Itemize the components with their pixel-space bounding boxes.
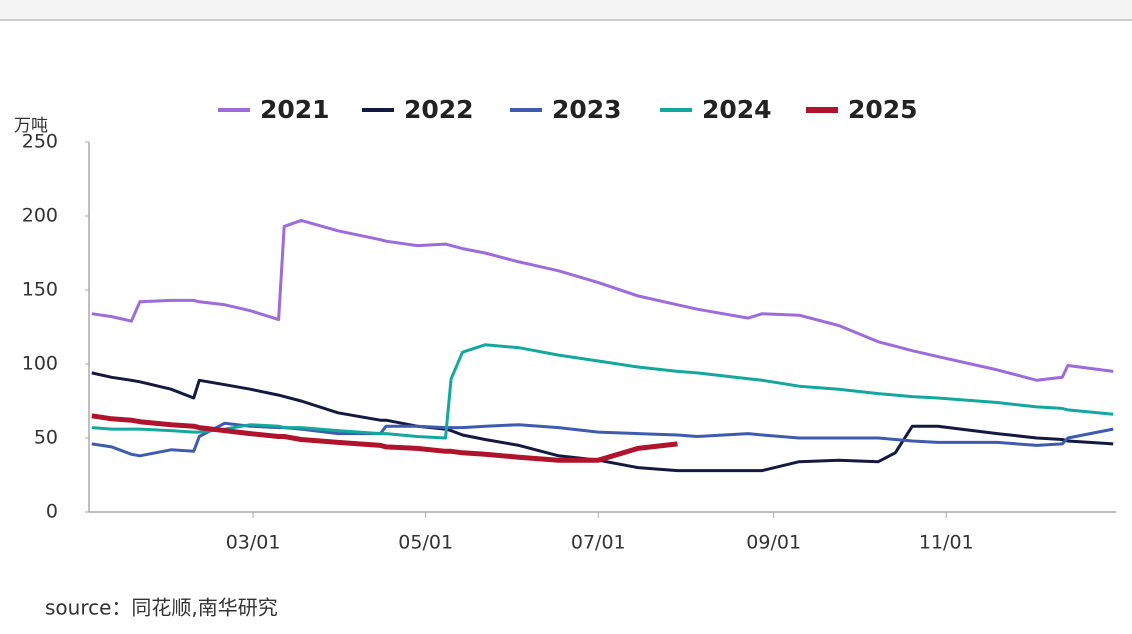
series-line xyxy=(91,371,1114,473)
top-bar xyxy=(0,0,1132,20)
series-line xyxy=(91,343,1114,440)
source: source：同花顺,南华研究 xyxy=(45,596,278,620)
legend-label: 2022 xyxy=(404,95,474,124)
x-tick-label: 07/01 xyxy=(571,532,626,554)
y-tick-label: 150 xyxy=(22,279,58,301)
series-line xyxy=(91,218,1114,382)
legend-label: 2025 xyxy=(848,95,918,124)
x-tick-label: 11/01 xyxy=(919,532,974,554)
series-line xyxy=(91,413,678,463)
y-tick-label: 100 xyxy=(22,353,58,375)
y-tick-label: 200 xyxy=(22,205,58,227)
x-tick-label: 03/01 xyxy=(226,532,281,554)
y-axis-label: 万吨 xyxy=(14,116,48,136)
x-tick-label: 05/01 xyxy=(398,532,453,554)
y-tick-label: 0 xyxy=(46,501,58,523)
y-tick-label: 250 xyxy=(22,131,58,153)
legend-label: 2023 xyxy=(552,95,622,124)
legend-label: 2024 xyxy=(702,95,772,124)
legend-label: 2021 xyxy=(260,95,330,124)
x-tick-label: 09/01 xyxy=(746,532,801,554)
y-tick-label: 50 xyxy=(34,427,58,449)
